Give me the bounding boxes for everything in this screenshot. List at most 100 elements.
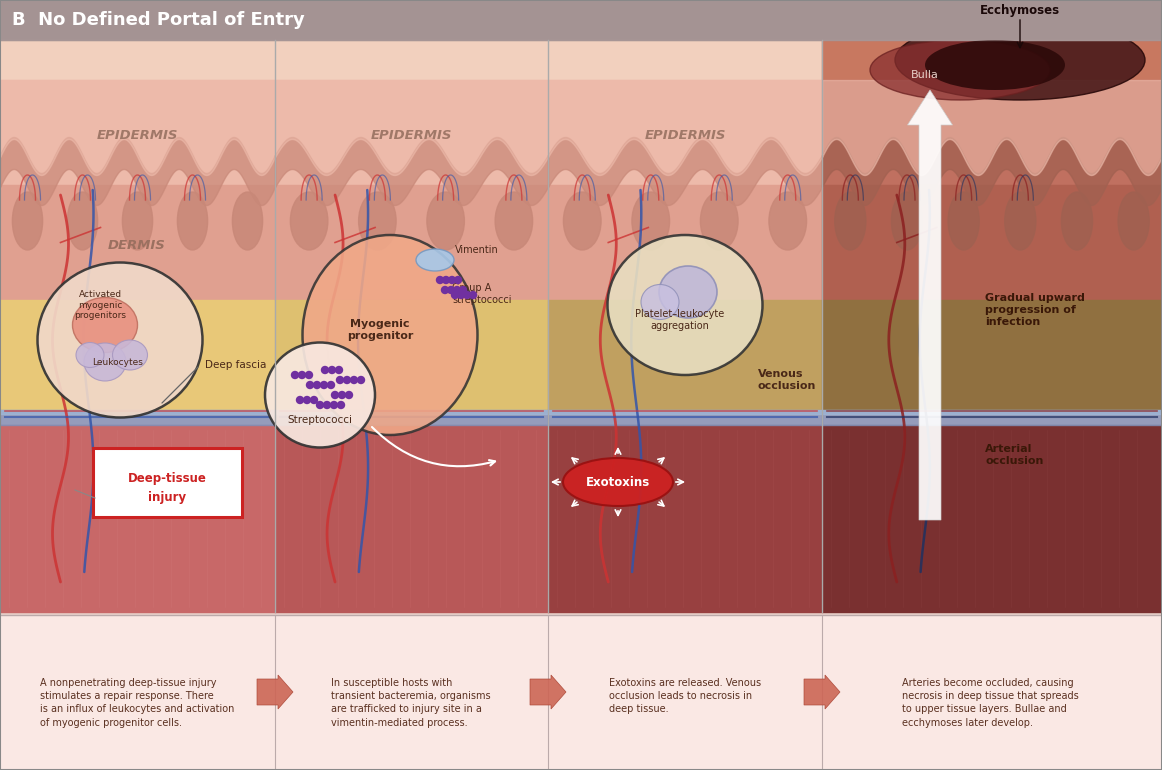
- Circle shape: [337, 377, 344, 383]
- Circle shape: [337, 401, 344, 409]
- Text: Bulla: Bulla: [911, 70, 939, 80]
- Circle shape: [307, 381, 314, 389]
- Text: DERMIS: DERMIS: [108, 239, 166, 252]
- FancyArrow shape: [257, 675, 293, 709]
- Ellipse shape: [925, 40, 1066, 90]
- Ellipse shape: [265, 343, 375, 447]
- Circle shape: [296, 397, 303, 403]
- Ellipse shape: [290, 192, 328, 250]
- Circle shape: [322, 367, 329, 373]
- Text: Group A
streptococci: Group A streptococci: [452, 283, 511, 305]
- Circle shape: [358, 377, 365, 383]
- Circle shape: [292, 371, 299, 379]
- Ellipse shape: [67, 192, 98, 250]
- Ellipse shape: [495, 192, 532, 250]
- Circle shape: [447, 286, 454, 293]
- Bar: [548, 185, 822, 300]
- Text: Myogenic
progenitor: Myogenic progenitor: [346, 320, 414, 341]
- Circle shape: [329, 367, 336, 373]
- Circle shape: [316, 401, 323, 409]
- Text: Ecchymoses: Ecchymoses: [980, 4, 1060, 16]
- Circle shape: [449, 276, 456, 283]
- Circle shape: [344, 377, 351, 383]
- Circle shape: [458, 292, 465, 299]
- Text: Deep fascia: Deep fascia: [205, 360, 266, 370]
- Ellipse shape: [659, 266, 717, 318]
- Ellipse shape: [870, 40, 1050, 100]
- Bar: [275, 300, 548, 410]
- Text: injury: injury: [148, 490, 186, 504]
- Text: Streptococci: Streptococci: [287, 415, 352, 425]
- Circle shape: [351, 377, 358, 383]
- Circle shape: [443, 276, 450, 283]
- Circle shape: [330, 401, 337, 409]
- Text: B  No Defined Portal of Entry: B No Defined Portal of Entry: [12, 11, 304, 29]
- Ellipse shape: [948, 192, 980, 250]
- Ellipse shape: [608, 235, 762, 375]
- Ellipse shape: [426, 192, 465, 250]
- Ellipse shape: [416, 249, 454, 271]
- Circle shape: [452, 292, 459, 299]
- Bar: [548, 410, 822, 425]
- Bar: [275, 40, 548, 80]
- Ellipse shape: [769, 192, 806, 250]
- Ellipse shape: [1005, 192, 1035, 250]
- Bar: [822, 410, 1162, 414]
- Bar: [548, 80, 822, 185]
- Bar: [0, 425, 275, 612]
- Ellipse shape: [1118, 192, 1149, 250]
- Ellipse shape: [302, 235, 478, 435]
- Circle shape: [323, 401, 330, 409]
- Ellipse shape: [84, 343, 125, 381]
- Bar: [275, 425, 548, 612]
- Bar: [548, 300, 822, 410]
- Bar: [822, 300, 1162, 410]
- Circle shape: [314, 381, 321, 389]
- Bar: [822, 425, 1162, 612]
- Text: Venous
occlusion: Venous occlusion: [758, 369, 817, 391]
- Ellipse shape: [113, 340, 148, 370]
- Circle shape: [464, 292, 471, 299]
- Text: EPIDERMIS: EPIDERMIS: [96, 129, 178, 142]
- Text: Gradual upward
progression of
infection: Gradual upward progression of infection: [985, 293, 1085, 326]
- FancyBboxPatch shape: [93, 448, 242, 517]
- Circle shape: [442, 286, 449, 293]
- Circle shape: [454, 276, 461, 283]
- Circle shape: [453, 286, 460, 293]
- Bar: [275, 410, 548, 414]
- Bar: [0, 410, 275, 425]
- Bar: [0, 80, 275, 185]
- Ellipse shape: [701, 192, 738, 250]
- FancyArrow shape: [908, 90, 953, 520]
- Bar: [0, 0, 1162, 40]
- Ellipse shape: [1061, 192, 1092, 250]
- Bar: [275, 410, 548, 425]
- Circle shape: [310, 397, 317, 403]
- Text: Exotoxins are released. Venous
occlusion leads to necrosis in
deep tissue.: Exotoxins are released. Venous occlusion…: [609, 678, 761, 715]
- Text: Exotoxins: Exotoxins: [586, 476, 650, 488]
- Text: Arteries become occluded, causing
necrosis in deep tissue that spreads
to upper : Arteries become occluded, causing necros…: [902, 678, 1078, 728]
- Bar: [0, 410, 275, 414]
- Circle shape: [321, 381, 328, 389]
- FancyArrow shape: [530, 675, 566, 709]
- Circle shape: [328, 381, 335, 389]
- FancyArrow shape: [804, 675, 840, 709]
- Text: Leukocytes: Leukocytes: [93, 357, 143, 367]
- Ellipse shape: [891, 192, 923, 250]
- Bar: [0, 615, 1162, 770]
- Bar: [822, 40, 1162, 80]
- Ellipse shape: [895, 20, 1145, 100]
- Bar: [548, 40, 822, 80]
- Bar: [0, 300, 275, 410]
- Bar: [275, 185, 548, 300]
- Circle shape: [336, 367, 343, 373]
- Bar: [822, 410, 1162, 425]
- Bar: [548, 425, 822, 612]
- Text: Activated
myogenic
progenitors: Activated myogenic progenitors: [74, 290, 125, 320]
- Circle shape: [306, 371, 313, 379]
- Text: EPIDERMIS: EPIDERMIS: [371, 129, 452, 142]
- Ellipse shape: [13, 192, 43, 250]
- Circle shape: [345, 391, 352, 399]
- Ellipse shape: [359, 192, 396, 250]
- Text: Platelet–leukocyte
aggregation: Platelet–leukocyte aggregation: [636, 310, 725, 331]
